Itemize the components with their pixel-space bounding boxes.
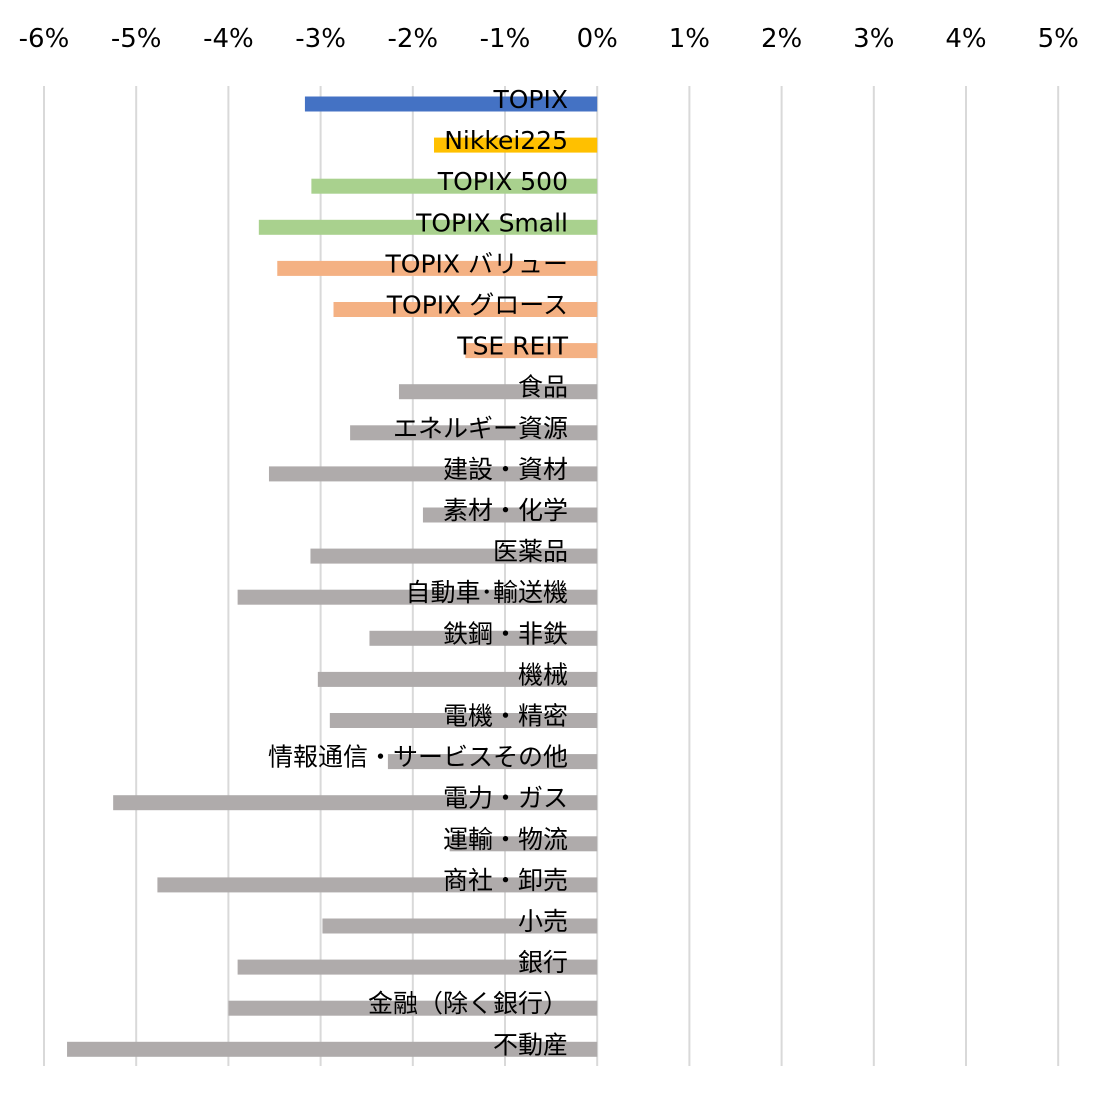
category-label: 鉄鋼・非鉄 (443, 619, 568, 648)
category-label: TOPIX Small (415, 208, 568, 237)
bar (329, 713, 598, 728)
category-label: 電機・精密 (443, 702, 568, 731)
bar (258, 219, 598, 235)
bar (350, 425, 598, 441)
bar (67, 1041, 598, 1057)
category-label: 小売 (518, 907, 568, 936)
bar (369, 630, 598, 646)
category-label: 医薬品 (493, 537, 568, 566)
bar (449, 836, 598, 852)
category-label: 自動車･輸送機 (405, 578, 568, 607)
bar (310, 548, 598, 564)
x-tick-label: -5% (111, 24, 162, 54)
category-label: 不動産 (493, 1030, 568, 1059)
category-label: TOPIX (492, 85, 568, 114)
x-tick-label: -2% (387, 24, 438, 54)
category-label: TOPIX 500 (437, 167, 568, 196)
category-label: TOPIX グロース (386, 291, 568, 320)
category-label: 運輸・物流 (443, 825, 568, 854)
bar (277, 260, 598, 276)
x-tick-label: 3% (853, 24, 894, 54)
category-label: 情報通信・サービスその他 (268, 743, 568, 772)
category-label: TSE REIT (456, 332, 568, 361)
bars (67, 96, 598, 1057)
x-tick-label: 5% (1038, 24, 1079, 54)
x-tick-label: -3% (295, 24, 346, 54)
category-label: 食品 (518, 373, 568, 402)
x-tick-label: -1% (480, 24, 531, 54)
bar (237, 589, 598, 605)
category-label: 機械 (518, 660, 568, 689)
bar (304, 96, 598, 112)
bar (422, 507, 598, 523)
x-tick-label: 2% (761, 24, 802, 54)
x-tick-label: 4% (945, 24, 986, 54)
category-label: 金融（除く銀行） (368, 989, 568, 1018)
category-label: 商社・卸売 (443, 866, 568, 895)
category-label: 銀行 (518, 948, 568, 977)
bar (333, 302, 598, 317)
bar (237, 959, 598, 975)
x-axis-tick-labels: -6% -5% -4% -3% -2% -1% 0% 1% 2% 3% 4% 5% (19, 24, 1079, 54)
bar (228, 1000, 598, 1016)
bar (311, 178, 598, 194)
bar (398, 384, 598, 400)
bar (434, 137, 598, 153)
bar (113, 795, 598, 811)
category-label: 建設・資材 (443, 455, 568, 484)
gridlines (43, 86, 1060, 1066)
category-label: 電力・ガス (443, 784, 568, 813)
bar (465, 343, 598, 359)
bar (268, 466, 598, 482)
bar (157, 877, 598, 893)
x-tick-label: -6% (19, 24, 70, 54)
category-label: TOPIX バリュー (385, 249, 568, 278)
category-labels: TOPIX Nikkei225 TOPIX 500 TOPIX Small TOPIX … (268, 85, 569, 1059)
bar (322, 918, 598, 934)
x-tick-label: 0% (577, 24, 618, 54)
bar (387, 754, 598, 770)
category-label: 素材・化学 (443, 496, 568, 525)
bar (317, 671, 598, 687)
x-tick-label: -4% (203, 24, 254, 54)
x-tick-label: 1% (669, 24, 710, 54)
category-label: エネルギー資源 (393, 414, 568, 443)
category-label: Nikkei225 (444, 126, 568, 155)
